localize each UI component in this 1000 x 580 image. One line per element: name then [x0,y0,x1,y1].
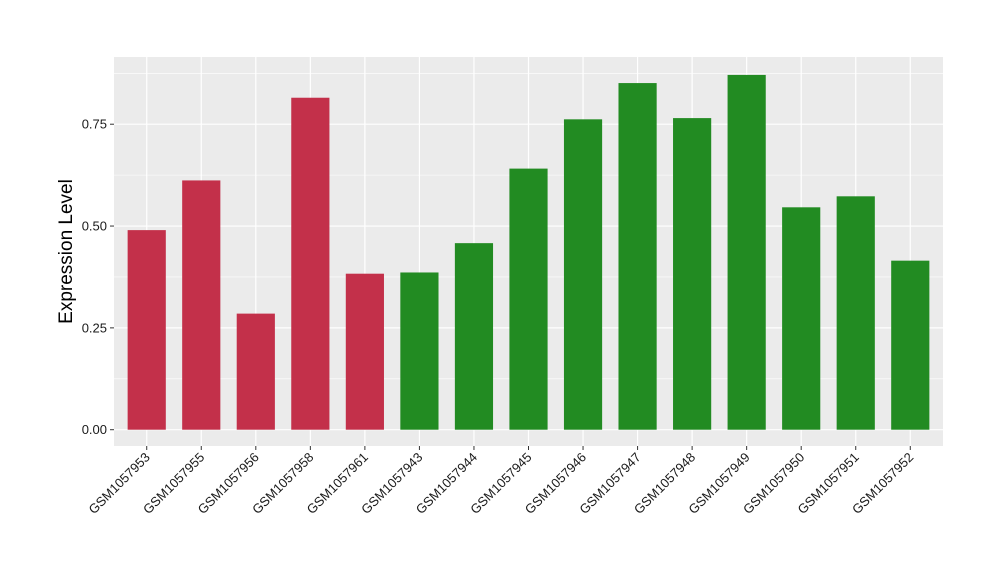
bar-GSM1057949 [727,74,766,430]
y-tick-label: 0.75 [82,117,107,132]
y-axis-title: Expression Level [56,179,77,324]
y-tick-label: 0.00 [82,422,107,437]
y-axis: 0.00 0.25 0.50 0.75 [82,117,114,437]
bar-GSM1057952 [891,260,930,430]
x-axis: GSM1057953GSM1057955GSM1057956GSM1057958… [86,446,916,517]
bar-GSM1057948 [673,118,712,430]
bar-GSM1057961 [345,273,384,430]
y-tick-label: 0.25 [82,320,107,335]
bar-GSM1057946 [563,119,603,430]
bar-GSM1057944 [454,243,494,430]
bar-GSM1057953 [127,230,166,430]
bars [127,74,930,430]
y-tick-label: 0.50 [82,219,107,234]
bar-GSM1057947 [618,83,657,430]
bar-GSM1057951 [836,196,875,430]
bar-GSM1057955 [182,180,221,430]
bar-GSM1057958 [291,97,330,430]
bar-GSM1057956 [236,313,275,430]
bar-GSM1057943 [400,272,439,430]
bar-GSM1057950 [782,207,821,430]
bar-GSM1057945 [509,168,548,430]
